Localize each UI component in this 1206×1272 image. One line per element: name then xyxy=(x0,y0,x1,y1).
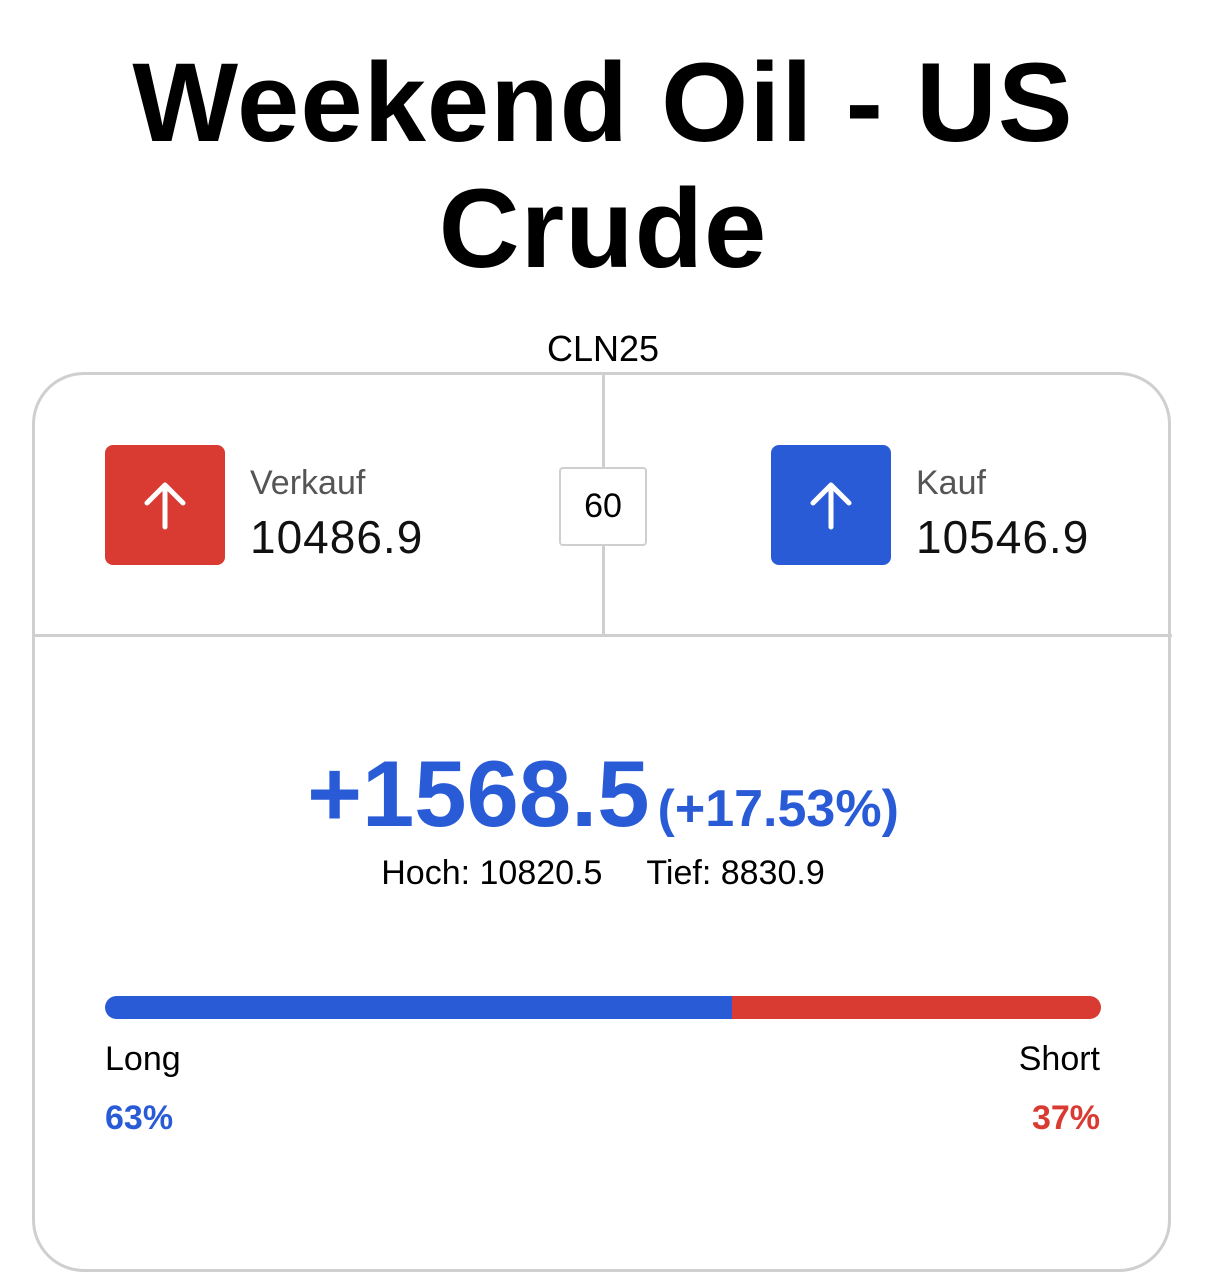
title: Weekend Oil - US Crude xyxy=(132,40,1074,291)
buy-label: Kauf xyxy=(916,464,986,502)
short-segment xyxy=(732,996,1101,1019)
sell-label: Verkauf xyxy=(250,464,366,502)
high: Hoch: 10820.5 xyxy=(381,854,603,892)
buy-price: 10546.9 xyxy=(916,511,1090,563)
long-label: Long xyxy=(105,1040,181,1078)
change-absolute: +1568.5 xyxy=(307,741,650,846)
sell-price: 10486.9 xyxy=(250,511,424,563)
long-segment xyxy=(105,996,733,1019)
range: Hoch: 10820.5 Tief: 8830.9 xyxy=(0,854,1206,893)
change-percent: (+17.53%) xyxy=(657,780,899,838)
long-percent: 63% xyxy=(105,1099,174,1137)
sell-button[interactable] xyxy=(105,445,225,565)
arrow-icon xyxy=(144,482,186,530)
short-percent: 37% xyxy=(1031,1099,1100,1137)
sentiment-bar xyxy=(105,996,1101,1019)
spread: 60 xyxy=(559,467,647,546)
buy-button[interactable] xyxy=(771,445,891,565)
change: +1568.5 (+17.53%) xyxy=(0,740,1206,848)
arrow-icon xyxy=(810,482,852,530)
symbol: CLN25 xyxy=(546,328,660,369)
divider xyxy=(34,634,1172,637)
low: Tief: 8830.9 xyxy=(646,854,825,892)
page: Weekend Oil - US Crude CLN25 Verkauf 104… xyxy=(0,40,1206,1272)
short-label: Short xyxy=(1018,1040,1100,1078)
